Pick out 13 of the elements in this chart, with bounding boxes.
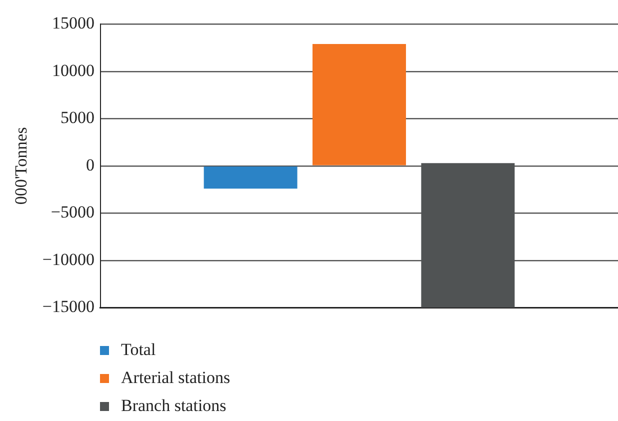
legend-label: Total bbox=[121, 340, 156, 360]
y-tick-label: 15000 bbox=[52, 14, 94, 33]
legend-label: Branch stations bbox=[121, 396, 226, 416]
y-tick-label: 10000 bbox=[52, 60, 94, 80]
y-axis-title: 000'Tonnes bbox=[12, 127, 31, 205]
y-tick-label: −5000 bbox=[50, 202, 94, 222]
y-tick-label: −15000 bbox=[42, 297, 94, 316]
y-tick-label: 5000 bbox=[60, 108, 94, 128]
y-tick-label: 0 bbox=[86, 155, 94, 174]
y-tick-label: −10000 bbox=[42, 250, 94, 269]
legend-label: Arterial stations bbox=[121, 368, 230, 388]
bar bbox=[204, 166, 298, 189]
bar bbox=[312, 44, 406, 166]
